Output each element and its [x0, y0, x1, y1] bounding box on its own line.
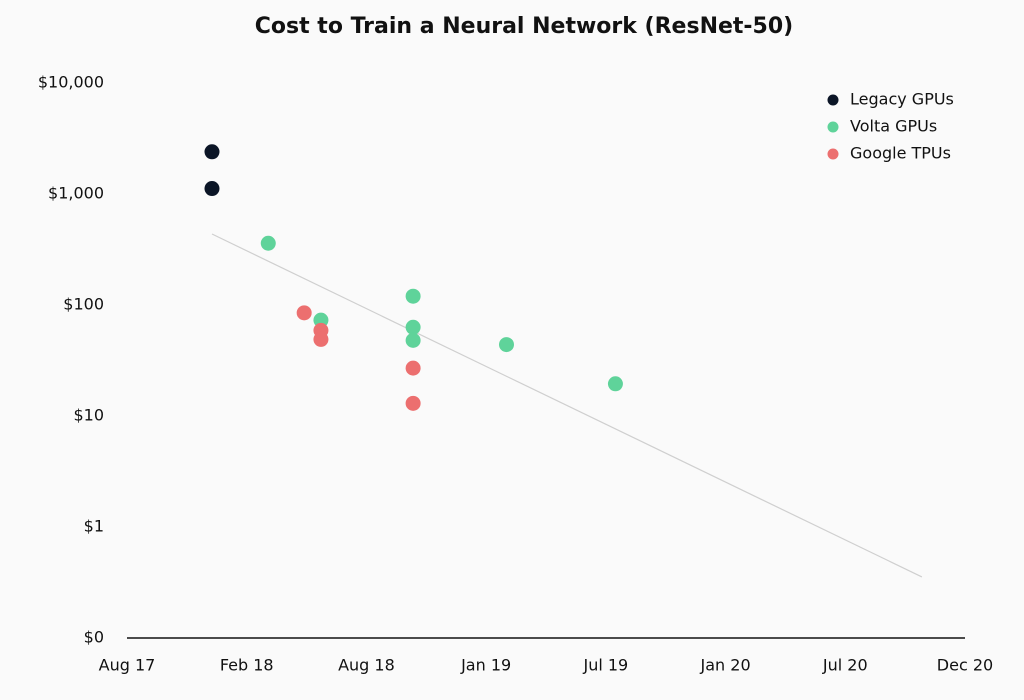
- point: [204, 144, 220, 160]
- legend-label: Google TPUs: [850, 144, 951, 163]
- y-tick-label: $0: [84, 628, 104, 647]
- point: [405, 360, 421, 376]
- point: [313, 312, 329, 328]
- x-tick-label: Jul 19: [582, 656, 628, 675]
- x-tick-label: Jan 19: [460, 656, 511, 675]
- y-tick-label: $10,000: [38, 73, 104, 92]
- x-tick-label: Jul 20: [822, 656, 868, 675]
- point: [405, 288, 421, 304]
- y-tick-label: $10: [73, 406, 104, 425]
- trendline: [211, 233, 923, 578]
- legend-marker: [827, 121, 839, 133]
- point: [204, 181, 220, 197]
- legend-label: Volta GPUs: [850, 117, 937, 136]
- chart-title: Cost to Train a Neural Network (ResNet-5…: [255, 14, 793, 39]
- legend-marker: [827, 148, 839, 160]
- point: [296, 305, 312, 321]
- x-tick-label: Jan 20: [700, 656, 751, 675]
- point: [260, 235, 276, 251]
- x-tick-label: Feb 18: [220, 656, 274, 675]
- y-tick-label: $1: [84, 517, 104, 536]
- y-tick-label: $100: [63, 295, 104, 314]
- point: [405, 319, 421, 335]
- y-tick-label: $1,000: [48, 184, 104, 203]
- point: [405, 395, 421, 411]
- point: [313, 331, 329, 347]
- legend-label: Legacy GPUs: [850, 90, 954, 109]
- x-tick-label: Aug 17: [99, 656, 156, 675]
- point: [498, 337, 514, 353]
- legend-marker: [827, 94, 839, 106]
- x-tick-label: Aug 18: [338, 656, 395, 675]
- point: [405, 332, 421, 348]
- point: [607, 376, 623, 392]
- x-tick-label: Dec 20: [937, 656, 993, 675]
